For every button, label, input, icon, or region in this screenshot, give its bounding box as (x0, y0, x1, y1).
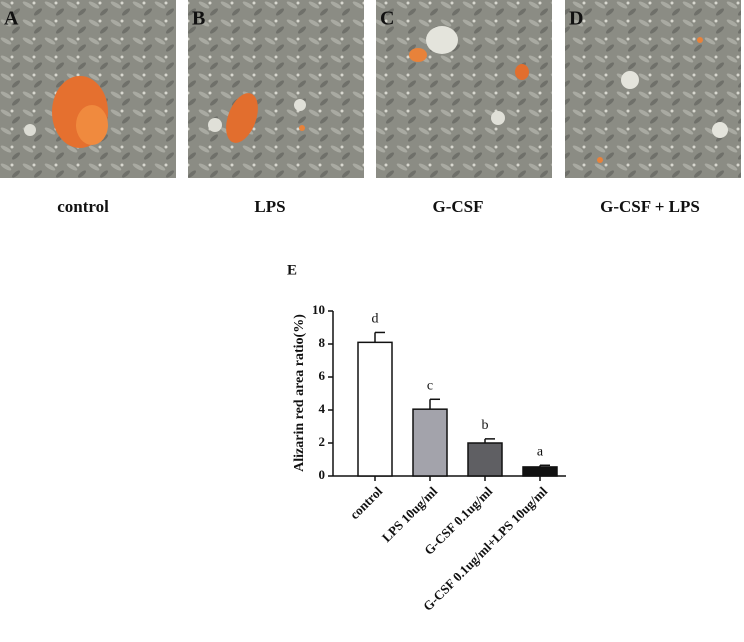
panel-letter: B (192, 8, 205, 30)
significance-letter: c (427, 378, 433, 393)
micrograph-d (565, 0, 741, 178)
panel-letter: D (569, 8, 583, 30)
panel-caption: LPS (254, 197, 285, 216)
y-tick-label: 2 (319, 434, 326, 449)
bar (522, 466, 558, 477)
panel-letter: A (4, 8, 19, 30)
y-axis-label: Alizarin red area ratio(%) (292, 314, 307, 472)
y-tick-label: 6 (319, 368, 326, 383)
panel-caption: control (57, 197, 109, 216)
micrograph-a (0, 0, 176, 178)
y-tick-label: 8 (319, 335, 326, 350)
significance-letter: d (372, 312, 379, 327)
y-tick-label: 0 (319, 467, 326, 482)
chart-title: E (287, 262, 297, 278)
y-tick-label: 10 (312, 302, 325, 317)
bar (467, 442, 503, 477)
micrograph-b (188, 0, 364, 178)
panel-letter: C (380, 8, 394, 30)
y-tick-label: 4 (319, 401, 326, 416)
significance-letter: b (482, 418, 489, 433)
significance-letter: a (537, 444, 544, 459)
micrograph-c (376, 0, 552, 178)
panel-caption: G-CSF + LPS (600, 197, 700, 216)
x-tick-label: control (347, 483, 386, 522)
bar (412, 408, 448, 477)
panel-caption: G-CSF (433, 197, 484, 216)
bar (357, 341, 393, 477)
